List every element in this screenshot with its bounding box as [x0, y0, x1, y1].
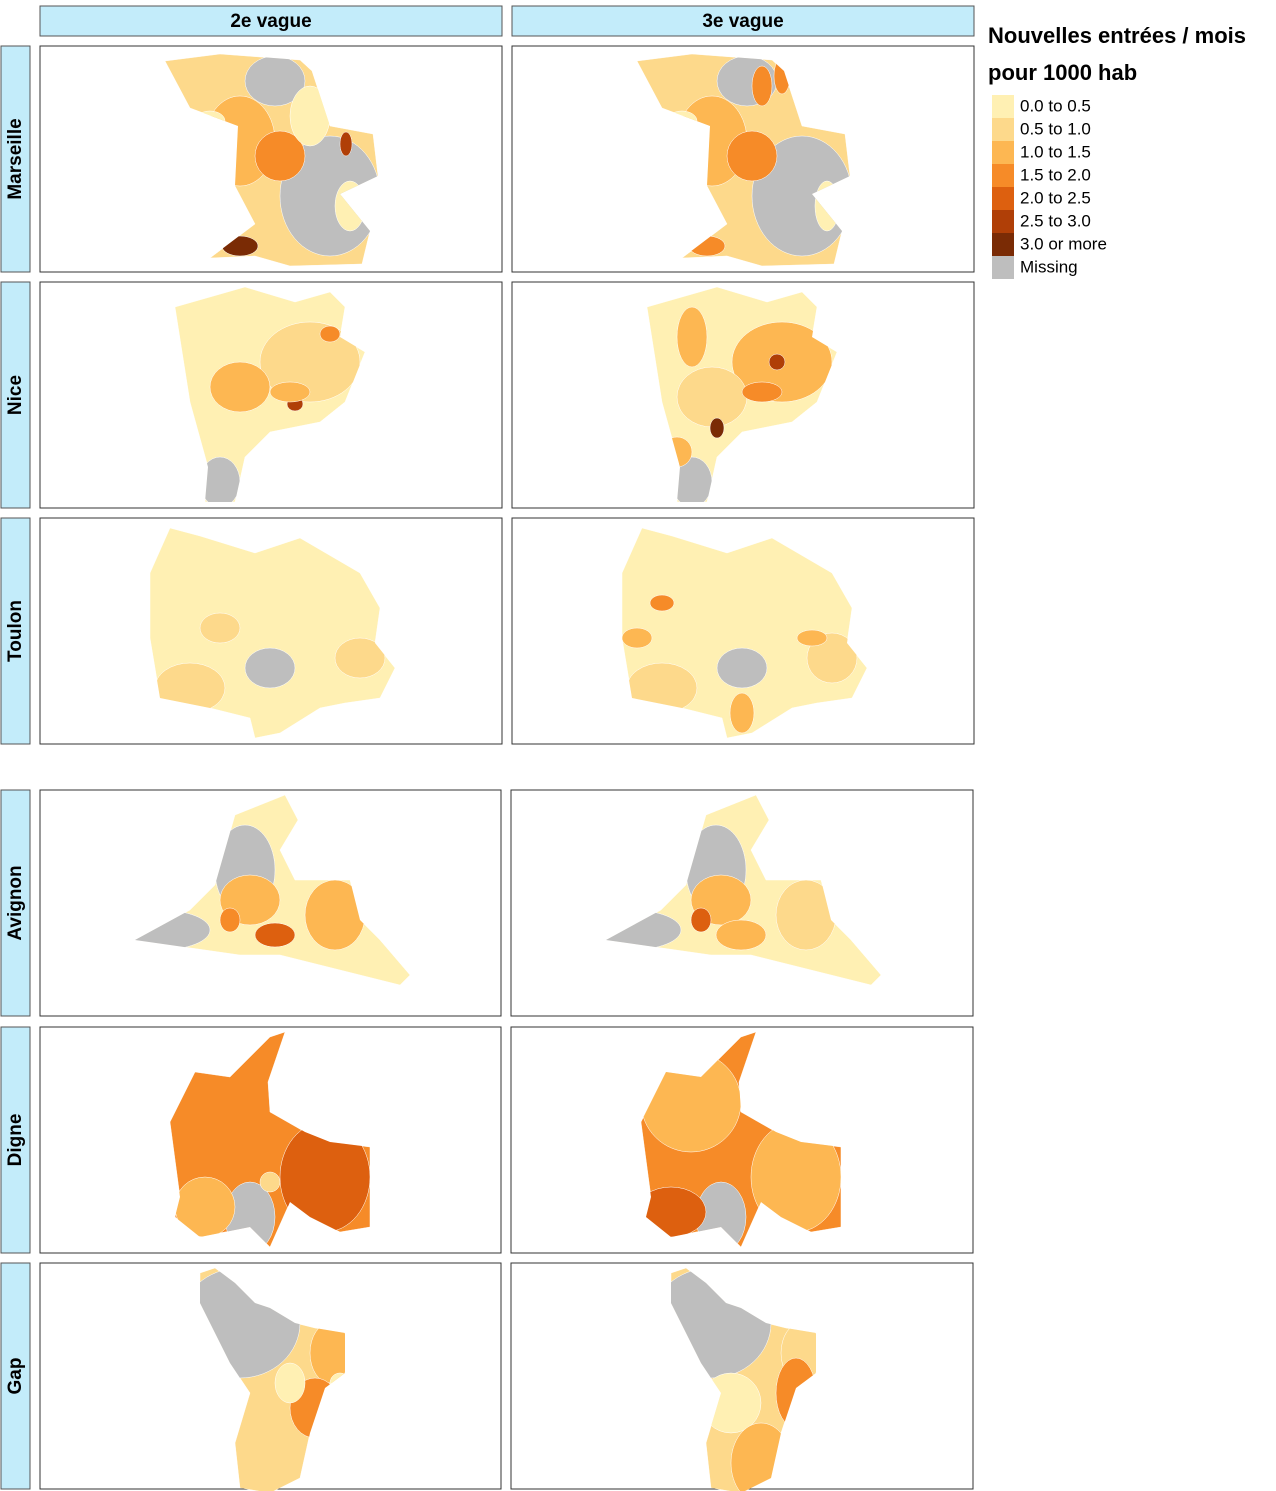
legend-swatch [992, 141, 1014, 164]
legend-label: 3.0 or more [1020, 234, 1107, 253]
region [768, 353, 786, 371]
region [339, 131, 353, 157]
region [219, 907, 241, 933]
region [690, 907, 712, 933]
region [649, 594, 675, 612]
legend-swatch [992, 256, 1014, 279]
row-label: Avignon [5, 865, 26, 940]
legend-swatch [992, 118, 1014, 141]
legend-swatch [992, 164, 1014, 187]
column-strip [39, 5, 503, 37]
region [254, 922, 296, 948]
map [170, 1032, 370, 1247]
region [751, 65, 773, 107]
row-label: Digne [5, 1114, 26, 1167]
row-label: Gap [5, 1358, 26, 1395]
region [244, 647, 296, 689]
row-strip [0, 1262, 31, 1490]
region [334, 637, 386, 679]
row-label: Nice [5, 375, 26, 415]
row-label: Marseille [5, 118, 26, 199]
region [806, 632, 858, 684]
legend-label: 0.0 to 0.5 [1020, 96, 1091, 115]
row-label: Toulon [5, 600, 26, 662]
legend-label: 2.5 to 3.0 [1020, 211, 1091, 230]
legend-title: pour 1000 hab [988, 60, 1137, 85]
region [729, 692, 755, 734]
legend-swatch [992, 210, 1014, 233]
legend-label: 1.5 to 2.0 [1020, 165, 1091, 184]
legend-label: Missing [1020, 257, 1078, 276]
row-strip [0, 1026, 31, 1254]
column-header: 3e vague [702, 11, 783, 32]
column-header: 2e vague [230, 11, 311, 32]
region [676, 366, 748, 428]
region [259, 1171, 281, 1193]
map [606, 795, 881, 985]
region [726, 130, 778, 182]
region [676, 306, 708, 368]
legend-swatch [992, 95, 1014, 118]
region [319, 325, 341, 343]
column-strip [511, 5, 975, 37]
region [715, 919, 767, 951]
map [622, 528, 867, 738]
region [709, 417, 725, 439]
row-strip [0, 281, 31, 509]
region [741, 381, 783, 403]
map [135, 795, 410, 985]
row-strip [0, 789, 31, 1017]
legend-label: 0.5 to 1.0 [1020, 119, 1091, 138]
region [274, 1362, 306, 1404]
region [716, 647, 768, 689]
region [199, 612, 241, 644]
legend-label: 2.0 to 2.5 [1020, 188, 1091, 207]
row-strip [0, 45, 31, 273]
region [209, 361, 271, 413]
legend-label: 1.0 to 1.5 [1020, 142, 1091, 161]
region [622, 627, 653, 649]
legend-swatch [992, 187, 1014, 210]
map [175, 287, 365, 502]
region [269, 381, 311, 403]
region [259, 321, 361, 403]
legend-swatch [992, 233, 1014, 256]
region [254, 130, 306, 182]
legend-title: Nouvelles entrées / mois [988, 23, 1246, 48]
map [150, 528, 395, 738]
row-strip [0, 517, 31, 745]
region [796, 629, 828, 647]
